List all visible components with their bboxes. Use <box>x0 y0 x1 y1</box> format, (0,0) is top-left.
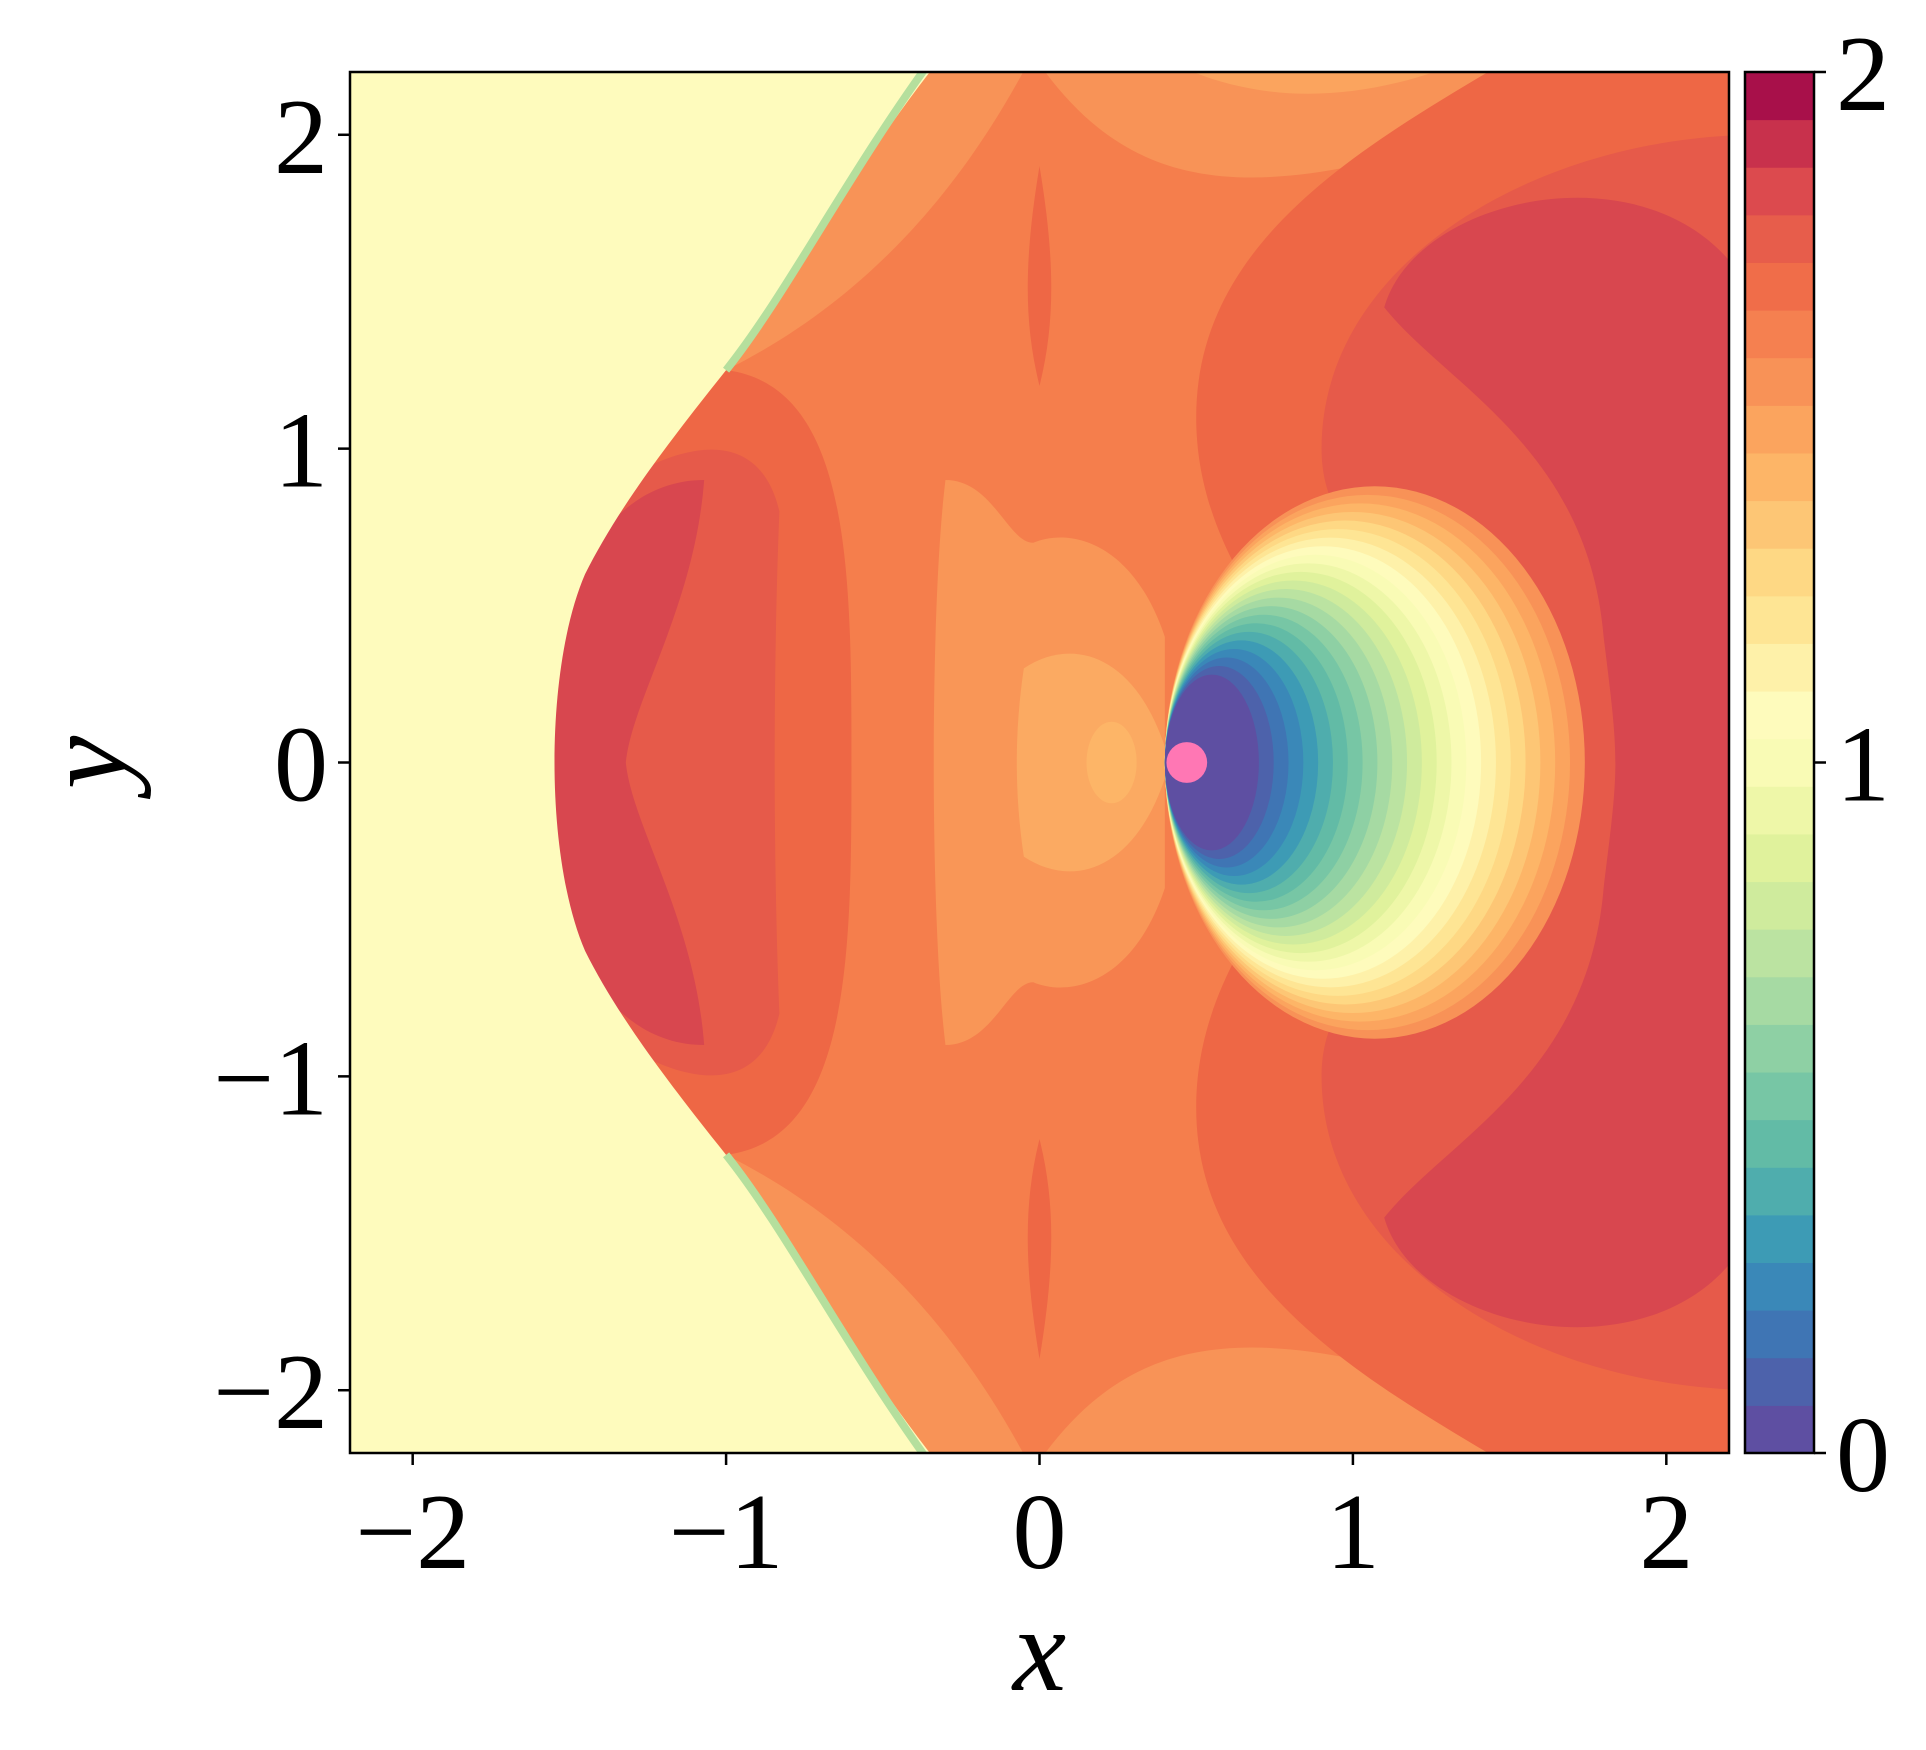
colorbar-band <box>1745 119 1814 168</box>
shock-line <box>723 72 928 373</box>
colorbar-tick-label: 1 <box>1836 706 1890 825</box>
colorbar-tick-label: 0 <box>1836 1396 1890 1515</box>
x-tick-label: −2 <box>355 1473 470 1592</box>
wake-ring <box>1164 674 1259 851</box>
colorbar-band <box>1745 1405 1814 1454</box>
contour-region <box>1027 1139 1052 1359</box>
colorbar-band <box>1745 548 1814 597</box>
wake-rings <box>1164 486 1585 1039</box>
y-tick-label: 2 <box>274 78 328 197</box>
colorbar-band <box>1745 643 1814 692</box>
shock-line <box>723 1152 928 1453</box>
colorbar-band <box>1745 1214 1814 1264</box>
y-tick-label: 1 <box>274 392 328 511</box>
colorbar-band <box>1745 357 1814 406</box>
colorbar-band <box>1745 452 1814 502</box>
contour-region <box>1193 72 1435 94</box>
colorbar-band <box>1745 405 1814 454</box>
x-tick-label: 0 <box>1013 1473 1067 1592</box>
contour-region <box>726 72 1024 371</box>
body-marker <box>1166 742 1208 783</box>
x-tick-label: 2 <box>1639 1473 1693 1592</box>
plot-area <box>350 72 1729 1453</box>
contour-region <box>538 480 705 1045</box>
colorbar-band <box>1745 310 1814 359</box>
colorbar-band <box>1745 1262 1814 1311</box>
contour-region <box>726 1154 1024 1453</box>
colorbar-tick-label: 2 <box>1836 15 1890 134</box>
colorbar-band <box>1745 262 1814 311</box>
colorbar-band <box>1745 738 1814 787</box>
colorbar-band <box>1745 929 1814 978</box>
x-tick-label: 1 <box>1326 1473 1380 1592</box>
colorbar-band <box>1745 976 1814 1025</box>
x-tick-label: −1 <box>669 1473 784 1592</box>
colorbar-band <box>1745 833 1814 883</box>
y-axis-label: y <box>18 735 151 800</box>
colorbar-band <box>1745 691 1814 740</box>
y-tick-label: −2 <box>213 1333 328 1452</box>
x-axis-label: x <box>1011 1583 1066 1716</box>
colorbar-band <box>1745 1167 1814 1216</box>
freestream-region <box>350 72 930 1453</box>
colorbar-band <box>1745 786 1814 835</box>
colorbar-band <box>1745 500 1814 549</box>
contour-region <box>1086 721 1137 804</box>
colorbar-band <box>1745 1310 1814 1359</box>
colorbar-band <box>1745 1072 1814 1121</box>
colorbar-band <box>1745 881 1814 930</box>
colorbar-band <box>1745 1024 1814 1073</box>
colorbar-band <box>1745 595 1814 644</box>
colorbar-band <box>1745 167 1814 216</box>
colorbar: 0 1 2 <box>1743 15 1890 1515</box>
colorbar-band <box>1745 1119 1814 1168</box>
colorbar-band <box>1745 1357 1814 1406</box>
y-tick-label: 0 <box>274 706 328 825</box>
contour-region <box>1384 197 1729 1328</box>
colorbar-band <box>1745 72 1814 121</box>
y-tick-label: −1 <box>213 1019 328 1138</box>
contour-field <box>350 72 1729 1453</box>
contour-region <box>1027 166 1052 386</box>
colorbar-band <box>1745 214 1814 263</box>
